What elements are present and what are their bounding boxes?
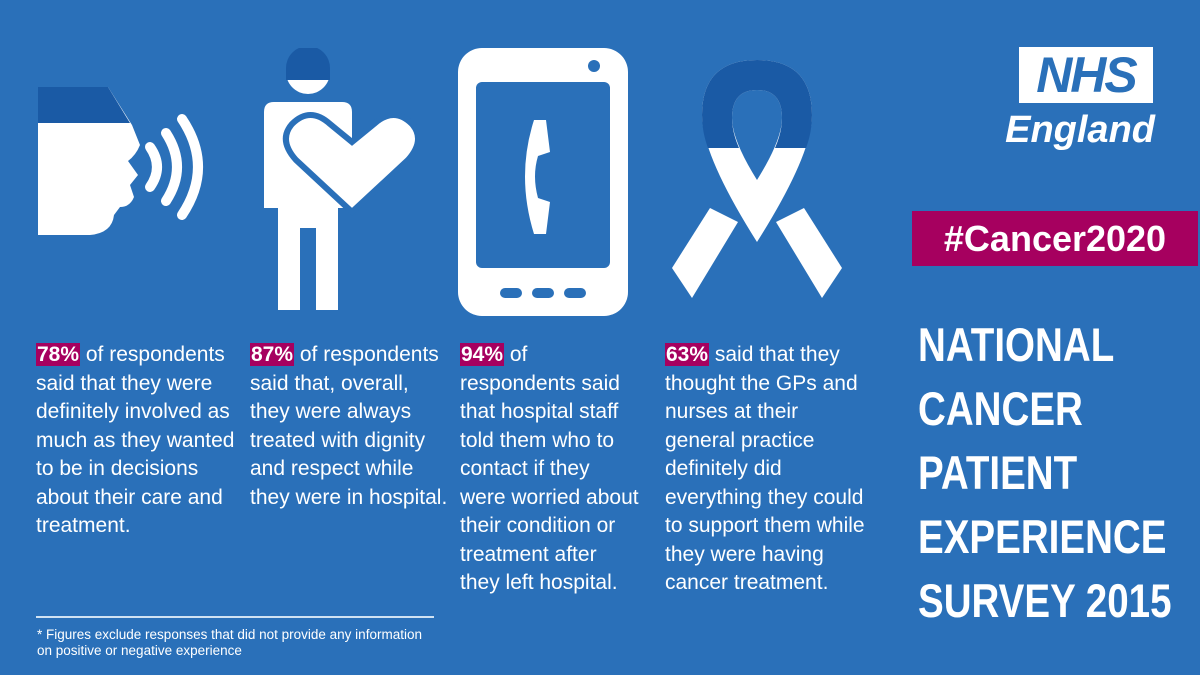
stat-dignity: 87% of respondents said that, overall, t… [250,341,450,512]
stat-gp-support: 63% said that they thought the GPs and n… [665,341,865,598]
survey-title: NATIONAL CANCER PATIENT EXPERIENCE SURVE… [918,313,1172,633]
survey-title-line: PATIENT [918,446,1078,499]
footnote: * Figures exclude responses that did not… [37,627,422,658]
stat-percent: 78% [36,343,81,366]
stat-text: of respondents said that, overall, they … [250,343,448,509]
survey-title-line: CANCER [918,382,1083,435]
stat-percent: 94% [460,343,505,366]
campaign-hashtag: #Cancer2020 [912,211,1198,266]
nhs-logo-text: NHS [1036,47,1138,103]
stat-involvement: 78% of respondents said that they were d… [36,341,236,541]
survey-title-line: EXPERIENCE [918,510,1167,563]
survey-title-line: NATIONAL [918,318,1115,371]
stat-contact: 94% of respondents said that hospital st… [460,341,640,598]
awareness-ribbon-icon [672,60,842,298]
phone-call-icon [458,48,628,316]
nhs-logo: NHS [1019,47,1153,103]
stat-text: said that they thought the GPs and nurse… [665,343,865,594]
stat-percent: 87% [250,343,295,366]
stat-text: of respondents said that they were defin… [36,343,235,537]
stat-percent: 63% [665,343,710,366]
stat-text: of respondents said that hospital staff … [460,343,639,594]
england-logo-text: England [1005,109,1155,151]
footnote-divider [36,616,434,618]
speaking-head-icon [38,87,203,235]
person-heart-icon [264,48,418,310]
survey-title-line: SURVEY 2015 [918,574,1172,627]
